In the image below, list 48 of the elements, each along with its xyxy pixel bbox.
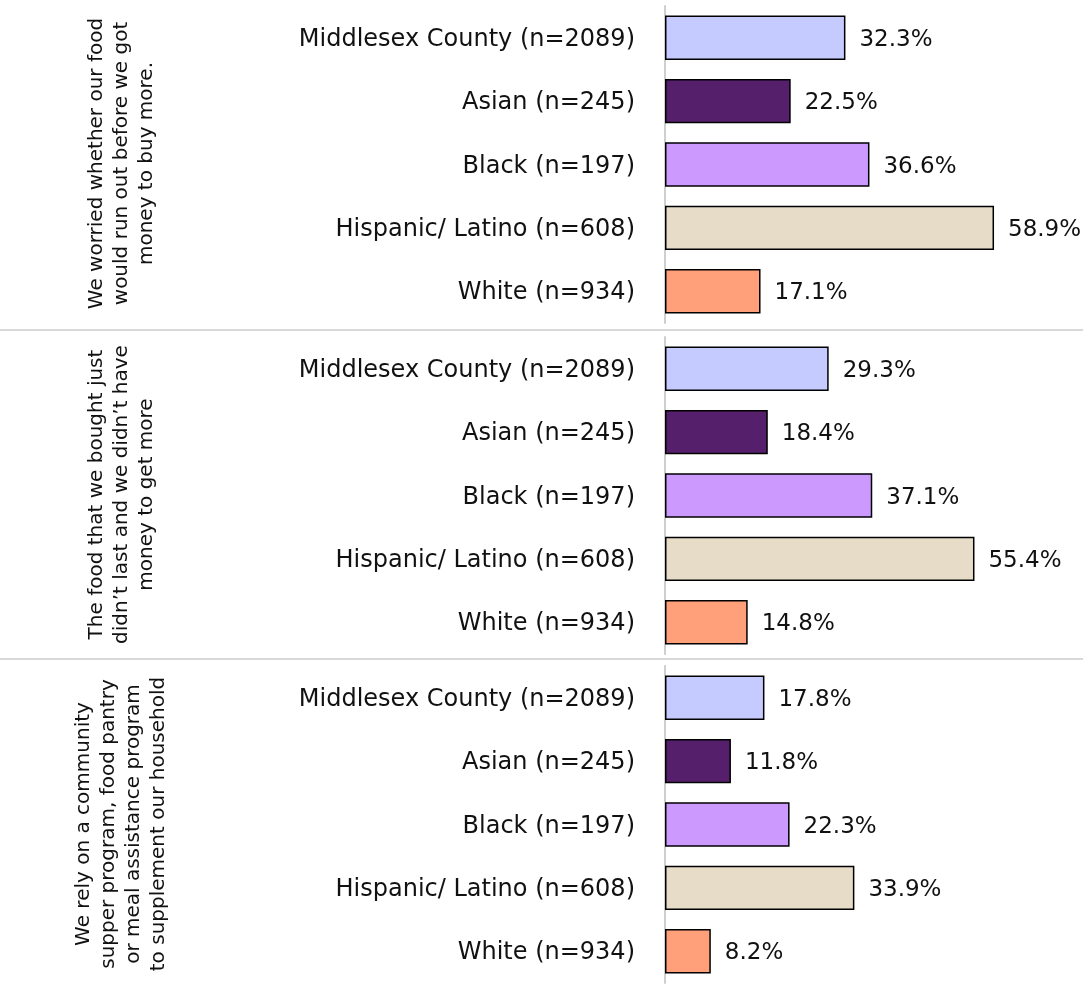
data-label: 22.5%	[804, 88, 878, 115]
data-label: 32.3%	[859, 24, 933, 51]
y-tick-label: Asian (n=245)	[462, 418, 635, 447]
y-tick-label: White (n=934)	[457, 277, 635, 306]
y-tick-label: Hispanic/ Latino (n=608)	[335, 544, 635, 573]
data-label: 22.3%	[803, 811, 877, 838]
data-label: 55.4%	[988, 545, 1062, 572]
bar	[665, 600, 748, 645]
y-tick-label: White (n=934)	[457, 608, 635, 637]
y-tick-label: Middlesex County (n=2089)	[298, 683, 635, 712]
y-tick-label: Middlesex County (n=2089)	[298, 23, 635, 52]
data-label: 17.8%	[778, 684, 852, 711]
bar	[665, 865, 855, 911]
data-label: 36.6%	[883, 151, 957, 178]
bar	[665, 536, 975, 582]
data-label: 18.4%	[781, 419, 855, 446]
y-axis-title: We rely on a community supper program, food pantry or meal assistance program to supplement our household	[70, 675, 170, 973]
bar	[665, 205, 995, 251]
y-tick-label: Hispanic/ Latino (n=608)	[335, 213, 635, 242]
data-label: 33.9%	[868, 874, 942, 901]
data-label: 8.2%	[724, 938, 784, 965]
bar	[665, 78, 791, 124]
y-tick-label: Middlesex County (n=2089)	[298, 354, 635, 383]
y-tick-label: Black (n=197)	[462, 481, 635, 510]
data-label: 58.9%	[1008, 214, 1082, 241]
bar	[665, 346, 829, 391]
y-tick-label: Black (n=197)	[462, 150, 635, 179]
data-label: 37.1%	[886, 482, 960, 509]
y-tick-label: Hispanic/ Latino (n=608)	[335, 873, 635, 902]
data-label: 11.8%	[744, 748, 818, 775]
y-axis-title: We worried whether our food would run out before we got money to buy more.	[82, 16, 158, 312]
y-axis-title: The food that we bought just didn’t last and we didn’t have money to get more	[82, 344, 158, 645]
y-tick-label: White (n=934)	[457, 937, 635, 966]
data-label: 29.3%	[842, 355, 916, 382]
data-label: 14.8%	[761, 609, 835, 636]
bar	[665, 675, 765, 720]
bar	[665, 409, 768, 455]
y-tick-label: Black (n=197)	[462, 810, 635, 839]
y-tick-label: Asian (n=245)	[462, 747, 635, 776]
y-tick-label: Asian (n=245)	[462, 87, 635, 116]
bar	[665, 738, 731, 784]
bar	[665, 142, 870, 187]
data-label: 17.1%	[774, 278, 848, 305]
bar	[665, 15, 846, 60]
bar	[665, 269, 761, 314]
bar	[665, 473, 873, 518]
bar	[665, 802, 790, 847]
bar	[665, 929, 711, 974]
